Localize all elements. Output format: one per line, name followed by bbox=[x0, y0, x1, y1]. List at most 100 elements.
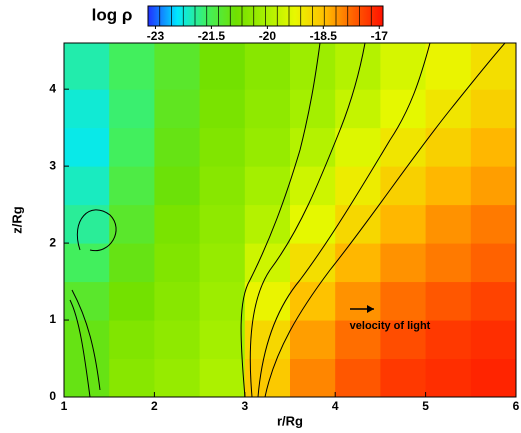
y-tick-label: 4 bbox=[49, 81, 56, 95]
density-cell bbox=[470, 89, 516, 129]
density-cell bbox=[335, 43, 381, 90]
x-tick-label: 6 bbox=[513, 399, 520, 413]
colorbar-tick-label: -20 bbox=[259, 29, 277, 43]
colorbar-tick-label: -17 bbox=[371, 29, 389, 43]
density-cell bbox=[470, 358, 516, 397]
colorbar-title: log ρ bbox=[92, 5, 133, 24]
density-cell bbox=[244, 358, 291, 397]
density-cell bbox=[154, 43, 201, 90]
density-cell bbox=[380, 320, 427, 360]
density-cell bbox=[199, 243, 246, 283]
density-cell bbox=[154, 89, 201, 129]
density-cell bbox=[425, 127, 472, 167]
colorbar-tick-label: -18.5 bbox=[310, 29, 338, 43]
density-cell bbox=[199, 127, 246, 167]
density-cell bbox=[154, 243, 201, 283]
density-cell bbox=[154, 166, 201, 206]
density-cell bbox=[199, 320, 246, 360]
density-cell bbox=[64, 89, 110, 129]
density-cell bbox=[470, 320, 516, 360]
density-cell bbox=[335, 89, 381, 129]
colorbar-tick-label: -21.5 bbox=[198, 29, 226, 43]
density-cell bbox=[380, 204, 427, 244]
density-cell bbox=[154, 281, 201, 321]
density-cell bbox=[154, 320, 201, 360]
streamlines bbox=[69, 43, 506, 397]
density-cell bbox=[470, 243, 516, 283]
density-cell bbox=[335, 358, 381, 397]
density-cell bbox=[470, 166, 516, 206]
density-cell bbox=[64, 358, 110, 397]
x-axis-label: r/Rg bbox=[277, 413, 303, 428]
density-cell bbox=[380, 127, 427, 167]
density-cell bbox=[290, 43, 336, 90]
density-cell bbox=[244, 89, 291, 129]
density-cell bbox=[470, 204, 516, 244]
density-cell bbox=[199, 166, 246, 206]
density-cell bbox=[244, 43, 291, 90]
density-cell bbox=[244, 127, 291, 167]
density-cell bbox=[380, 89, 427, 129]
density-cell bbox=[244, 204, 291, 244]
density-cell bbox=[109, 127, 155, 167]
annotation: velocity of light bbox=[350, 320, 431, 332]
density-cell bbox=[425, 243, 472, 283]
density-cell bbox=[290, 89, 336, 129]
colorbar-tick-label: -23 bbox=[147, 29, 165, 43]
density-cell bbox=[64, 166, 110, 206]
density-cell bbox=[109, 243, 155, 283]
y-tick-label: 0 bbox=[49, 389, 56, 403]
density-cell bbox=[425, 320, 472, 360]
density-cell bbox=[335, 204, 381, 244]
density-cell bbox=[64, 127, 110, 167]
density-cell bbox=[154, 358, 201, 397]
density-cell bbox=[109, 358, 155, 397]
density-cell bbox=[199, 204, 246, 244]
density-cell bbox=[425, 358, 472, 397]
density-cell bbox=[290, 358, 336, 397]
density-cell bbox=[335, 243, 381, 283]
density-cell bbox=[380, 281, 427, 321]
density-cell bbox=[335, 166, 381, 206]
x-tick-label: 2 bbox=[151, 399, 158, 413]
density-cell bbox=[425, 166, 472, 206]
x-tick-label: 1 bbox=[61, 399, 68, 413]
density-cell bbox=[109, 89, 155, 129]
density-cell bbox=[470, 281, 516, 321]
density-cell bbox=[109, 204, 155, 244]
density-cell bbox=[64, 204, 110, 244]
x-tick-label: 3 bbox=[241, 399, 248, 413]
density-cell bbox=[335, 281, 381, 321]
density-cell bbox=[199, 89, 246, 129]
x-tick-label: 4 bbox=[332, 399, 339, 413]
density-cell bbox=[199, 358, 246, 397]
density-cell bbox=[425, 89, 472, 129]
density-cell bbox=[199, 43, 246, 90]
density-cell bbox=[154, 127, 201, 167]
density-cell bbox=[380, 358, 427, 397]
y-tick-label: 2 bbox=[49, 235, 56, 249]
density-cell bbox=[425, 281, 472, 321]
density-cell bbox=[109, 43, 155, 90]
density-cell bbox=[109, 281, 155, 321]
density-cell bbox=[290, 204, 336, 244]
density-cell bbox=[109, 320, 155, 360]
density-cell bbox=[290, 320, 336, 360]
density-cell bbox=[244, 281, 291, 321]
density-cell bbox=[335, 320, 381, 360]
density-cell bbox=[154, 204, 201, 244]
density-cell bbox=[64, 281, 110, 321]
y-tick-label: 1 bbox=[49, 312, 56, 326]
density-cell bbox=[425, 204, 472, 244]
y-tick-label: 3 bbox=[49, 158, 56, 172]
plot-frame bbox=[63, 42, 517, 398]
density-cell bbox=[199, 281, 246, 321]
density-cell bbox=[290, 281, 336, 321]
density-cell bbox=[425, 43, 472, 90]
density-cell bbox=[380, 243, 427, 283]
y-axis-label: z/Rg bbox=[9, 206, 24, 234]
density-cell bbox=[470, 127, 516, 167]
density-cell bbox=[109, 166, 155, 206]
density-cell bbox=[290, 166, 336, 206]
